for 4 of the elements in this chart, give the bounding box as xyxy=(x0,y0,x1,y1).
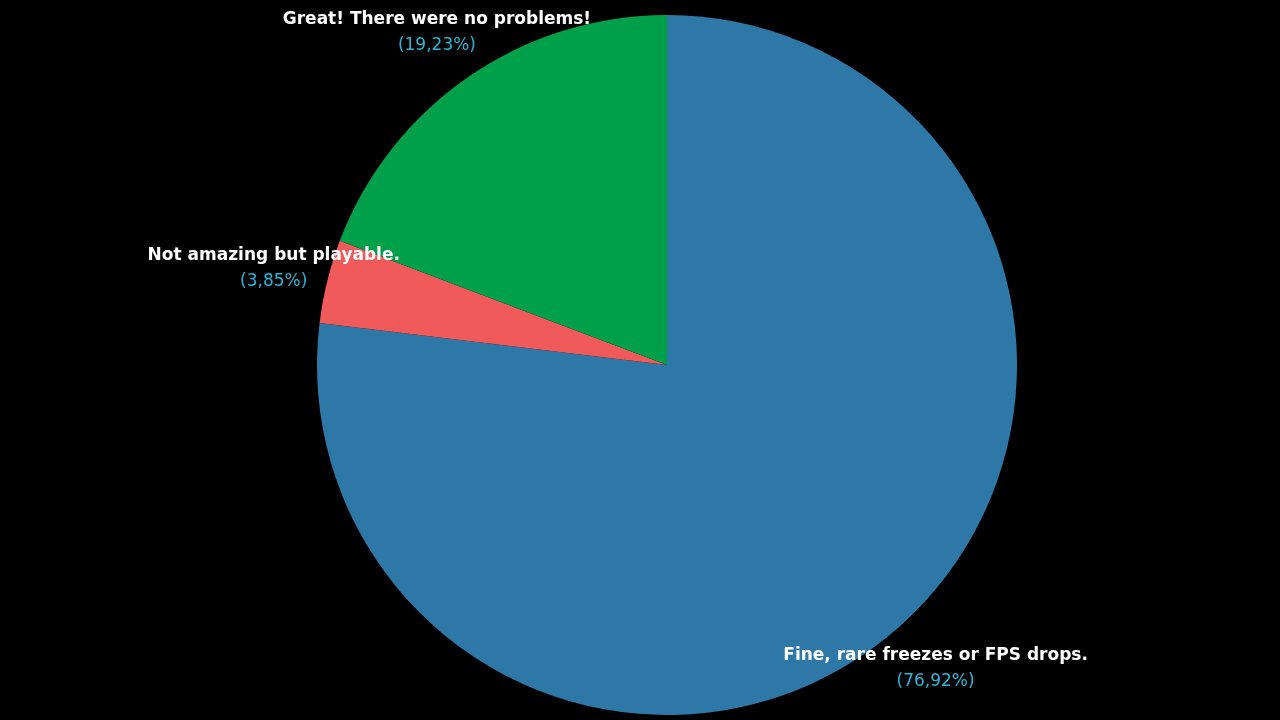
data-label: (3,85%) xyxy=(240,270,308,291)
data-label: (19,23%) xyxy=(397,33,476,54)
slice-label: Great! There were no problems! xyxy=(282,7,592,28)
data-label: (76,92%) xyxy=(896,670,975,691)
